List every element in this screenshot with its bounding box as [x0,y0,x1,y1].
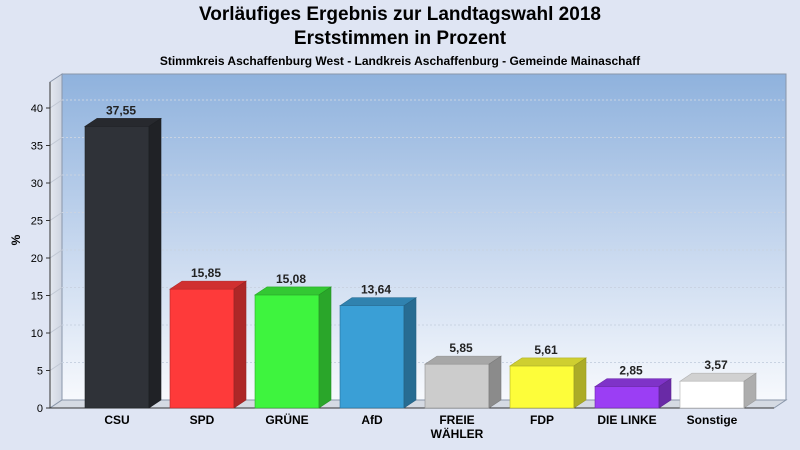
bar [509,365,575,409]
data-label: 5,85 [449,341,473,355]
x-tick-label: FDP [530,413,554,427]
bar-top [84,118,162,127]
data-label: 15,85 [191,266,221,280]
x-tick-label: SPD [190,413,215,427]
x-tick-label: GRÜNE [265,412,308,427]
grid-line-wall [49,324,63,334]
data-label: 37,55 [106,103,136,117]
y-tick-label: 40 [31,103,43,115]
bar-side [233,280,247,409]
grid-line-wall [49,249,63,259]
chart-subtitle: Stimmkreis Aschaffenburg West - Landkrei… [159,54,641,68]
grid-line-wall [49,137,63,146]
y-axis-label: % [9,234,23,245]
plot-left-wall [49,73,63,409]
y-tick-label: 20 [31,253,43,265]
grid-line-wall [49,362,63,371]
y-tick-label: 30 [31,178,43,190]
bar-side [743,372,757,409]
bar [84,126,150,409]
bar-top [509,357,587,367]
bar-top [594,378,672,387]
bar [339,305,405,409]
x-tick-label: FREIE [439,413,474,427]
bar [594,386,660,409]
bar-top [169,280,247,290]
y-tick-label: 35 [31,141,43,153]
chart-title-2: Erststimmen in Prozent [293,28,507,49]
y-tick-label: 15 [31,291,43,303]
bar-top [679,372,757,382]
bar-side [488,355,502,409]
y-tick-label: 5 [37,366,43,378]
y-tick-label: 25 [31,216,43,228]
bar [254,294,320,409]
x-tick-label: DIE LINKE [597,413,656,427]
data-label: 13,64 [361,283,391,297]
bar-side [658,378,672,409]
data-label: 2,85 [619,364,643,378]
y-tick-label: 10 [31,328,43,340]
grid-line-wall [49,212,63,221]
plot-floor [48,399,788,409]
grid-line-wall [49,287,63,296]
bar-side [573,357,587,409]
bar [679,380,745,409]
x-tick-label: AfD [361,413,383,427]
bar-top [339,297,417,307]
bar-side [403,297,417,409]
data-label: 3,57 [704,358,728,372]
bar-side [148,117,162,409]
grid-line-wall [49,99,63,109]
chart-title: Vorläufiges Ergebnis zur Landtagswahl 20… [199,4,601,25]
bar-top [424,355,502,365]
y-tick-label: 0 [37,403,43,415]
data-label: 5,61 [534,343,558,357]
grid-line-wall [49,174,63,184]
bar-side [318,286,332,409]
bar-top [254,286,332,296]
data-label: 15,08 [276,272,306,286]
bar [169,288,235,409]
x-tick-label: CSU [104,413,129,427]
bar [424,363,490,409]
x-tick-label: Sonstige [687,413,738,427]
x-tick-label: WÄHLER [431,426,484,441]
